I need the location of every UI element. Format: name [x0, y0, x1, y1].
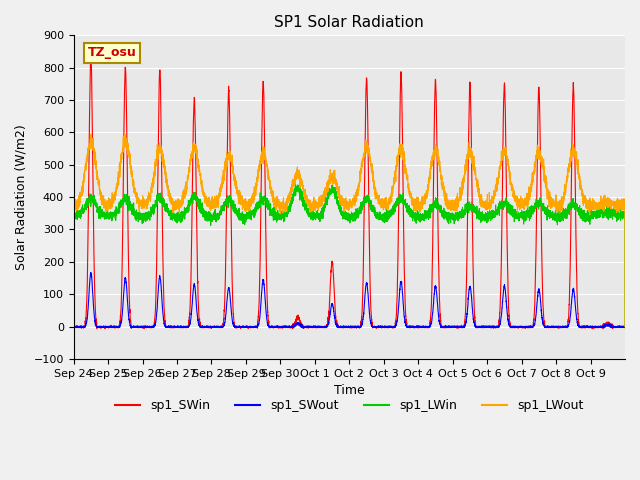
sp1_LWout	[87, 131, 95, 137]
sp1_SWin	[528, 324, 536, 330]
sp1_SWin	[184, 324, 192, 330]
sp1_LWin	[370, 205, 378, 211]
sp1_SWout	[621, 324, 629, 329]
Line: sp1_SWout: sp1_SWout	[74, 273, 625, 328]
X-axis label: Time: Time	[334, 384, 365, 397]
sp1_SWout	[370, 324, 378, 330]
sp1_SWout	[300, 325, 307, 331]
sp1_SWin	[70, 324, 77, 330]
sp1_LWin	[528, 209, 536, 215]
sp1_SWout	[184, 324, 192, 329]
sp1_LWin	[399, 199, 407, 204]
sp1_LWout	[184, 173, 192, 179]
sp1_LWout	[370, 179, 378, 184]
sp1_SWout	[542, 324, 550, 329]
sp1_LWout	[621, 324, 629, 329]
sp1_SWout	[528, 324, 536, 330]
Legend: sp1_SWin, sp1_SWout, sp1_LWin, sp1_LWout: sp1_SWin, sp1_SWout, sp1_LWin, sp1_LWout	[111, 395, 588, 418]
sp1_LWin	[621, 324, 629, 329]
Line: sp1_LWin: sp1_LWin	[74, 184, 625, 326]
sp1_LWin	[184, 204, 192, 210]
sp1_LWout	[542, 173, 550, 179]
sp1_SWin	[87, 53, 95, 59]
sp1_SWin	[621, 324, 629, 329]
sp1_SWin	[399, 206, 407, 212]
Line: sp1_LWout: sp1_LWout	[74, 134, 625, 326]
sp1_LWout	[528, 180, 536, 186]
Text: TZ_osu: TZ_osu	[88, 47, 136, 60]
sp1_SWin	[542, 324, 550, 330]
Line: sp1_SWin: sp1_SWin	[74, 56, 625, 329]
sp1_SWin	[370, 324, 378, 330]
Y-axis label: Solar Radiation (W/m2): Solar Radiation (W/m2)	[15, 124, 28, 270]
sp1_LWout	[399, 154, 407, 159]
sp1_LWout	[500, 145, 508, 151]
sp1_LWout	[70, 204, 77, 210]
sp1_SWout	[399, 304, 407, 310]
sp1_SWout	[70, 324, 77, 330]
sp1_SWin	[500, 81, 508, 87]
sp1_SWout	[87, 270, 95, 276]
sp1_SWout	[501, 284, 509, 290]
sp1_LWin	[329, 181, 337, 187]
sp1_SWin	[588, 326, 596, 332]
sp1_LWin	[70, 212, 77, 217]
Title: SP1 Solar Radiation: SP1 Solar Radiation	[275, 15, 424, 30]
sp1_LWin	[500, 199, 508, 205]
sp1_LWin	[542, 204, 550, 210]
